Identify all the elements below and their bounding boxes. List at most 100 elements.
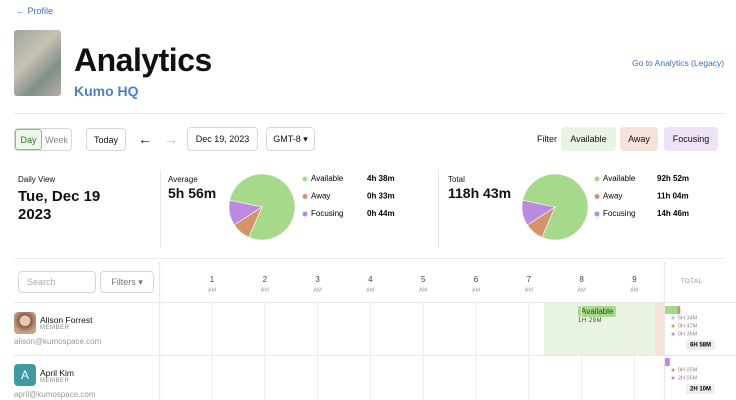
total-duration: 5H 34M	[678, 315, 698, 321]
divider	[438, 170, 439, 248]
filter-label: Filter	[537, 134, 557, 144]
member-name: Alison Forrest	[40, 315, 93, 325]
hour-label: 1	[210, 275, 215, 284]
legend-dot	[302, 176, 308, 182]
filters-label: Filters	[111, 277, 136, 287]
divider	[14, 113, 724, 114]
hour-period: AM	[366, 287, 375, 293]
total-duration: 0H 05M	[678, 367, 698, 373]
filter-chip[interactable]: Away	[620, 127, 658, 151]
total-sum: 2H 10M	[690, 387, 711, 393]
space-thumbnail	[14, 30, 61, 96]
legend-dot	[302, 211, 308, 217]
legend-value: 4h 38m	[367, 174, 395, 183]
avatar	[14, 312, 36, 334]
legend-label: Focusing	[603, 209, 635, 218]
total-duration: 0H 36M	[678, 331, 698, 337]
filter-chip[interactable]: Focusing	[664, 127, 718, 151]
total-header: TOTAL	[681, 279, 703, 285]
view-label: Daily View	[18, 175, 56, 184]
total-bar	[677, 306, 679, 314]
total-badge	[686, 340, 715, 350]
legend-label: Focusing	[311, 209, 343, 218]
legend-dot	[302, 194, 308, 199]
hour-label: 5	[421, 275, 426, 284]
member-email: alison@kumospace.com	[14, 337, 102, 346]
search-input[interactable]: Search	[18, 271, 96, 293]
space-name: Kumo HQ	[74, 83, 139, 99]
row-line	[14, 355, 736, 356]
legacy-link[interactable]: Go to Analytics (Legacy)	[632, 58, 725, 68]
back-link[interactable]: ← Profile	[16, 6, 54, 16]
column-border	[159, 262, 160, 400]
session-status: Available	[578, 306, 617, 317]
week-option[interactable]: Week	[45, 134, 68, 145]
legend-dot	[594, 211, 600, 217]
prev-arrow[interactable]: ←	[138, 131, 152, 147]
timezone-select[interactable]: GMT-8 ▾	[266, 127, 315, 151]
legend-label: Away	[311, 192, 330, 201]
average-value: 5h 56m	[168, 185, 217, 201]
hour-label: 9	[632, 275, 637, 284]
hour-period: AM	[261, 287, 270, 293]
hour-label: 4	[368, 275, 373, 284]
legend-value: 92h 52m	[657, 174, 689, 183]
hour-label: 3	[315, 275, 320, 284]
member-role: MEMBER	[40, 378, 70, 384]
session-bar	[655, 303, 664, 355]
view-toggle: Day Week	[14, 128, 72, 151]
legend-value: 0h 33m	[367, 192, 395, 201]
row-line	[14, 302, 736, 303]
total-sum: 6H 58M	[690, 343, 711, 349]
legend-label: Available	[603, 174, 636, 183]
total-dot	[671, 376, 675, 380]
hour-period: AM	[577, 287, 586, 293]
total-bar	[678, 306, 681, 314]
total-dot	[671, 332, 675, 336]
next-arrow[interactable]: →	[164, 131, 178, 147]
page-title: Analytics	[74, 42, 212, 78]
average-label: Average	[168, 175, 198, 184]
date-picker[interactable]: Dec 19, 2023	[187, 127, 258, 151]
column-border	[664, 262, 665, 400]
total-bar	[665, 358, 670, 366]
today-button[interactable]: Today	[86, 128, 126, 151]
total-duration: 2H 05M	[678, 375, 698, 381]
member-email: april@kumospace.com	[14, 390, 96, 399]
total-dot	[671, 316, 675, 320]
total-label: Total	[448, 175, 465, 184]
hour-period: AM	[630, 287, 639, 293]
legend-label: Away	[603, 192, 622, 201]
hour-period: AM	[208, 287, 217, 293]
total-dot	[671, 324, 675, 328]
total-bar	[665, 306, 678, 314]
member-role: MEMBER	[40, 325, 70, 331]
pie-slice	[521, 199, 556, 226]
hour-label: 7	[527, 275, 532, 284]
back-label: Profile	[27, 6, 54, 16]
avatar: A	[14, 364, 36, 386]
filters-button[interactable]: Filters ▾	[100, 271, 154, 293]
hour-label: 2	[263, 275, 268, 284]
filter-chip[interactable]: Available	[561, 127, 616, 151]
total-dot	[671, 368, 675, 372]
hour-period: AM	[525, 287, 534, 293]
day-option[interactable]: Day	[15, 129, 42, 150]
member-name: April Kim	[40, 368, 75, 378]
legend-value: 11h 04m	[657, 192, 689, 201]
summary-date: Tue, Dec 19 2023	[18, 188, 101, 223]
hour-period: AM	[419, 287, 428, 293]
divider	[160, 170, 161, 248]
total-value: 118h 43m	[448, 185, 512, 201]
hour-period: AM	[472, 287, 481, 293]
hour-label: 8	[579, 275, 584, 284]
divider	[14, 258, 724, 259]
hour-label: 6	[474, 275, 479, 284]
hour-period: AM	[313, 287, 322, 293]
total-badge	[686, 384, 715, 394]
legend-label: Available	[311, 174, 344, 183]
legend-value: 0h 44m	[367, 209, 395, 218]
legend-dot	[594, 194, 600, 199]
